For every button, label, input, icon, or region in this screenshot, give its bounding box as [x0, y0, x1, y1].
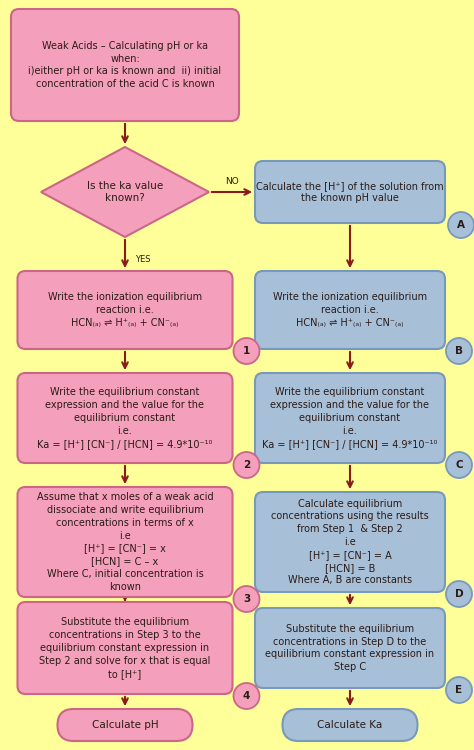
FancyBboxPatch shape [255, 373, 445, 463]
Text: 1: 1 [243, 346, 250, 356]
Polygon shape [41, 147, 209, 237]
FancyBboxPatch shape [18, 487, 233, 597]
Text: Assume that x moles of a weak acid
dissociate and write equilibrium
concentratio: Assume that x moles of a weak acid disso… [36, 492, 213, 592]
Circle shape [234, 586, 259, 612]
Text: Calculate Ka: Calculate Ka [318, 720, 383, 730]
Text: YES: YES [135, 255, 151, 264]
FancyBboxPatch shape [11, 9, 239, 121]
Circle shape [446, 452, 472, 478]
FancyBboxPatch shape [18, 271, 233, 349]
FancyBboxPatch shape [255, 271, 445, 349]
Text: E: E [456, 685, 463, 695]
Circle shape [234, 338, 259, 364]
Text: C: C [455, 460, 463, 470]
Text: 4: 4 [243, 691, 250, 701]
Text: 2: 2 [243, 460, 250, 470]
Text: Write the ionization equilibrium
reaction i.e.
HCN₍ₐ₎ ⇌ H⁺₍ₐ₎ + CN⁻₍ₐ₎: Write the ionization equilibrium reactio… [48, 292, 202, 328]
Circle shape [446, 338, 472, 364]
Circle shape [448, 212, 474, 238]
Text: Weak Acids – Calculating pH or ka
when:
i)either pH or ka is known and  ii) init: Weak Acids – Calculating pH or ka when: … [28, 40, 221, 89]
Text: Calculate equilibrium
concentrations using the results
from Step 1  & Step 2
i.e: Calculate equilibrium concentrations usi… [271, 499, 429, 586]
Circle shape [234, 452, 259, 478]
FancyBboxPatch shape [57, 709, 192, 741]
Text: NO: NO [225, 177, 239, 186]
Text: Substitute the equilibrium
concentrations in Step 3 to the
equilibrium constant : Substitute the equilibrium concentration… [39, 617, 210, 679]
Text: Write the equilibrium constant
expression and the value for the
equilibrium cons: Write the equilibrium constant expressio… [37, 388, 213, 448]
Text: Write the equilibrium constant
expression and the value for the
equilibrium cons: Write the equilibrium constant expressio… [262, 388, 438, 448]
Circle shape [446, 677, 472, 703]
Text: Write the ionization equilibrium
reaction i.e.
HCN₍ₐ₎ ⇌ H⁺₍ₐ₎ + CN⁻₍ₐ₎: Write the ionization equilibrium reactio… [273, 292, 427, 328]
FancyBboxPatch shape [255, 161, 445, 223]
Circle shape [446, 581, 472, 607]
Text: D: D [455, 589, 463, 599]
FancyBboxPatch shape [255, 608, 445, 688]
FancyBboxPatch shape [255, 492, 445, 592]
FancyBboxPatch shape [18, 373, 233, 463]
Circle shape [234, 683, 259, 709]
Text: 3: 3 [243, 594, 250, 604]
Text: Is the ka value
known?: Is the ka value known? [87, 181, 163, 203]
Text: A: A [457, 220, 465, 230]
Text: Calculate pH: Calculate pH [91, 720, 158, 730]
Text: Calculate the [H⁺] of the solution from
the known pH value: Calculate the [H⁺] of the solution from … [256, 181, 444, 203]
Text: Substitute the equilibrium
concentrations in Step D to the
equilibrium constant : Substitute the equilibrium concentration… [265, 624, 435, 672]
FancyBboxPatch shape [18, 602, 233, 694]
FancyBboxPatch shape [283, 709, 418, 741]
Text: B: B [455, 346, 463, 356]
